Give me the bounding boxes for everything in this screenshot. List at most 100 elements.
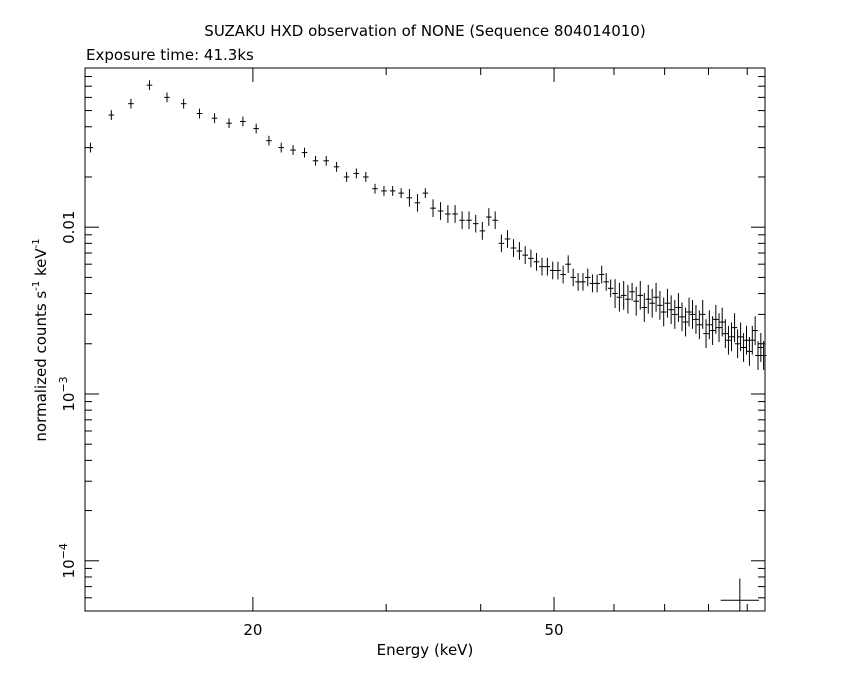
- data-point: [466, 211, 472, 230]
- data-point: [649, 288, 655, 318]
- data-point: [716, 313, 722, 343]
- data-point: [594, 274, 600, 293]
- data-point: [743, 325, 750, 355]
- data-point: [381, 185, 387, 196]
- data-point: [240, 116, 246, 127]
- data-point: [522, 246, 528, 264]
- data-point: [430, 199, 436, 218]
- data-point: [445, 205, 451, 223]
- data-point: [266, 135, 272, 146]
- data-point: [544, 257, 551, 276]
- data-point: [504, 230, 511, 248]
- chart-subtitle: Exposure time: 41.3ks: [86, 46, 254, 64]
- data-point: [108, 110, 115, 120]
- data-point: [709, 316, 716, 345]
- data-point: [758, 333, 764, 362]
- data-point: [570, 268, 576, 287]
- y-tick-exponent: −4: [57, 543, 70, 559]
- data-point: [734, 329, 741, 359]
- data-point: [398, 188, 404, 199]
- data-point: [760, 341, 767, 370]
- data-point: [660, 297, 667, 327]
- data-point: [625, 284, 631, 314]
- y-axis-label-main: normalized counts s: [32, 291, 50, 442]
- y-tick-label: 0.01: [60, 210, 78, 243]
- data-point: [686, 297, 692, 327]
- data-point: [87, 142, 94, 153]
- data-point: [406, 188, 413, 207]
- data-point: [584, 268, 591, 287]
- data-point: [196, 108, 203, 119]
- data-point: [706, 310, 713, 340]
- data-point: [731, 313, 738, 343]
- data-point: [323, 155, 330, 166]
- data-point: [516, 242, 523, 260]
- data-point: [533, 252, 540, 271]
- data-point: [719, 307, 725, 337]
- data-point: [459, 211, 465, 230]
- data-point: [333, 161, 340, 172]
- data-point: [549, 261, 556, 280]
- data-point: [363, 172, 369, 182]
- data-point: [128, 98, 134, 109]
- data-point: [560, 265, 566, 284]
- x-axis-label: Energy (keV): [377, 641, 474, 659]
- data-point: [728, 322, 735, 352]
- data-point: [422, 188, 429, 199]
- data-point: [389, 185, 396, 196]
- data-point: [580, 273, 586, 291]
- data-point: [722, 319, 729, 349]
- data-point: [675, 293, 682, 322]
- y-axis-label-mid: keV: [32, 248, 50, 281]
- data-point: [226, 118, 232, 129]
- data-point: [668, 295, 674, 325]
- data-point: [372, 183, 378, 194]
- data-point: [713, 304, 719, 334]
- data-point: [725, 325, 732, 355]
- y-tick-label: 10−4: [57, 543, 78, 578]
- data-point: [486, 208, 492, 226]
- data-point: [633, 286, 639, 316]
- data-point: [746, 336, 753, 366]
- data-point: [703, 319, 709, 349]
- data-point: [645, 284, 652, 314]
- scale-marker: [720, 578, 759, 611]
- data-point: [253, 123, 259, 134]
- data-point: [211, 113, 218, 124]
- y-axis-label: normalized counts s-1 keV-1: [31, 238, 50, 441]
- data-point: [749, 325, 756, 355]
- data-point: [479, 222, 486, 240]
- data-point: [671, 299, 678, 329]
- data-point: [737, 322, 744, 352]
- data-point: [682, 307, 689, 337]
- data-point: [555, 261, 561, 280]
- y-tick-mantissa: 10: [60, 393, 78, 412]
- data-point: [689, 299, 696, 329]
- x-tick-label: 20: [243, 621, 262, 639]
- data-point: [637, 280, 644, 310]
- data-point: [752, 316, 758, 345]
- data-point: [290, 145, 296, 155]
- data-point: [180, 98, 187, 109]
- data-points: [87, 80, 767, 611]
- data-point: [653, 282, 659, 312]
- chart-title: SUZAKU HXD observation of NONE (Sequence…: [204, 22, 646, 40]
- data-point: [693, 304, 699, 334]
- data-point: [510, 239, 517, 257]
- data-point: [146, 80, 153, 91]
- data-point: [598, 265, 605, 284]
- data-point: [343, 172, 350, 182]
- data-point: [641, 293, 648, 322]
- data-point: [565, 255, 571, 274]
- data-point: [575, 273, 581, 291]
- x-tick-label: 50: [544, 621, 563, 639]
- data-point: [539, 257, 545, 276]
- data-point: [528, 249, 534, 268]
- data-point: [353, 168, 360, 179]
- data-point: [607, 279, 614, 298]
- data-point: [679, 302, 685, 332]
- data-point: [312, 155, 319, 166]
- y-tick-mantissa: 10: [60, 559, 78, 578]
